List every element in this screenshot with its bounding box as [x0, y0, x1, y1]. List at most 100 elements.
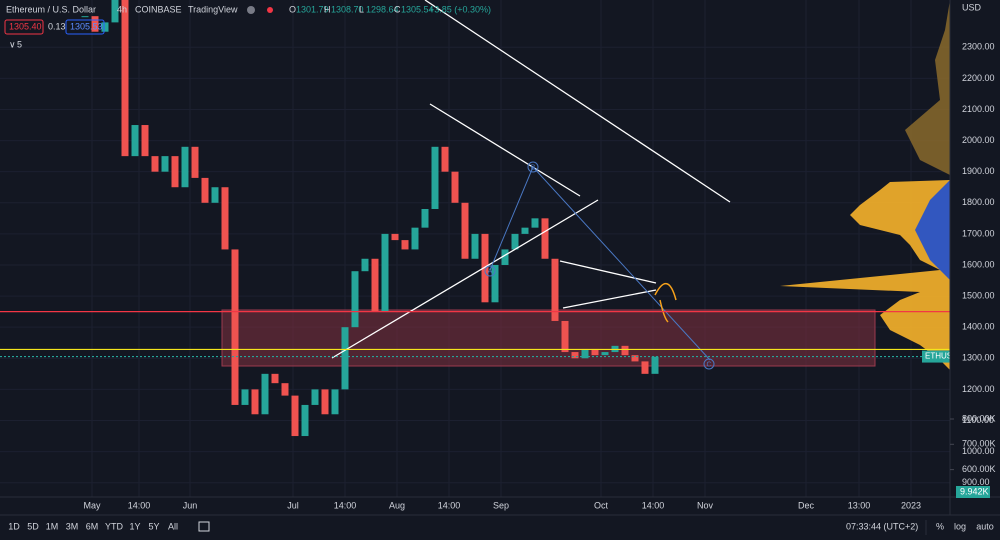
candle	[261, 373, 269, 415]
change: +3.85 (+0.30%)	[429, 4, 491, 14]
clock: 07:33:44 (UTC+2)	[846, 521, 918, 531]
x-tick-label: Aug	[389, 500, 405, 510]
volume-tick-label: 700.00K	[962, 439, 996, 449]
range-button[interactable]: 6M	[86, 521, 99, 531]
candle	[361, 258, 369, 272]
x-tick-label: Sep	[493, 500, 509, 510]
wave-path	[489, 166, 711, 361]
y-tick-label: 1500.00	[962, 290, 995, 300]
triangle-line	[559, 260, 657, 284]
candle	[631, 355, 639, 362]
bid-box[interactable]	[4, 19, 44, 35]
candle	[271, 373, 279, 384]
candle	[651, 356, 659, 374]
candle	[301, 404, 309, 437]
volume-profile	[780, 0, 950, 370]
candle	[491, 264, 499, 303]
x-tick-label: Jun	[183, 500, 198, 510]
candle	[571, 352, 579, 359]
candle	[621, 345, 629, 356]
x-tick-label: Oct	[594, 500, 609, 510]
range-button[interactable]: All	[168, 521, 178, 531]
candle	[431, 146, 439, 210]
y-tick-label: 2000.00	[962, 135, 995, 145]
candle	[81, 16, 89, 18]
x-tick-label: Dec	[798, 500, 815, 510]
trend-line	[424, 0, 731, 203]
candle	[561, 320, 569, 353]
candle	[171, 156, 179, 188]
candle	[601, 352, 609, 356]
spread: 0.13	[48, 21, 66, 31]
candle	[531, 218, 539, 228]
candle	[471, 233, 479, 259]
ohlc-letter: C	[394, 4, 401, 14]
candle	[201, 177, 209, 203]
y-tick-label: 1100.00	[962, 415, 994, 425]
candle	[141, 125, 149, 157]
ask-box[interactable]	[65, 19, 105, 35]
wave-labels: B A C	[484, 161, 715, 370]
interval: 4h	[117, 4, 127, 14]
wave-label: C	[706, 361, 711, 368]
candle	[511, 233, 519, 250]
range-button[interactable]: 1D	[8, 521, 20, 531]
volume-tick-label: 800.00K	[962, 413, 996, 423]
candle	[411, 227, 419, 250]
candles	[81, 0, 659, 437]
y-tick-label: 1400.00	[962, 322, 995, 332]
ohlc-letter: L	[359, 4, 364, 14]
candle	[641, 361, 649, 374]
range-button[interactable]: YTD	[105, 521, 124, 531]
candle	[241, 389, 249, 405]
volume-profile-old	[905, 0, 950, 175]
x-tick-label: 13:00	[848, 500, 871, 510]
axis-labels: 2300.00 2200.00 2100.00 2000.00 1900.00 1800.…	[83, 42, 995, 511]
candle	[481, 233, 489, 303]
candle	[371, 258, 379, 312]
candle	[521, 227, 529, 234]
date-range-icon[interactable]	[198, 521, 210, 532]
eye-icon[interactable]	[247, 6, 255, 14]
candle	[421, 209, 429, 228]
candle	[151, 156, 159, 172]
y-tick-label: 1900.00	[962, 166, 995, 176]
y-tick-label: 900.00	[962, 477, 990, 487]
candle	[581, 348, 589, 359]
indicator-toggle[interactable]: ∨	[9, 39, 16, 49]
volume-last: 9.942K	[960, 486, 989, 496]
range-button[interactable]: 1Y	[129, 521, 140, 531]
range-button[interactable]: 1M	[46, 521, 59, 531]
symbol-name: ETHUSD	[925, 352, 958, 361]
alert-icon[interactable]	[267, 7, 273, 13]
range-button[interactable]: 5Y	[148, 521, 159, 531]
wave-marker	[484, 265, 496, 277]
candle	[131, 125, 139, 157]
scale-option[interactable]: %	[936, 521, 944, 531]
scale-option[interactable]: log	[954, 521, 966, 531]
candle	[501, 249, 509, 265]
volume-profile-up	[780, 180, 950, 370]
volume-last-tag	[956, 486, 990, 498]
y-tick-label: 1600.00	[962, 259, 995, 269]
scale-option[interactable]: auto	[976, 521, 994, 531]
symbol: Ethereum / U.S. Dollar	[6, 4, 96, 14]
footer: 1D 5D 1M 3M 6M YTD 1Y 5Y All% log auto	[8, 520, 994, 535]
ohlc-letter: H	[324, 4, 331, 14]
y-tick-label: 1800.00	[962, 197, 995, 207]
y-tick-label: 1300.00	[962, 353, 995, 363]
range-button[interactable]: 3M	[66, 521, 79, 531]
candle	[391, 233, 399, 241]
range-button[interactable]: 5D	[27, 521, 39, 531]
y-tick-label: 2200.00	[962, 73, 995, 83]
candle	[321, 389, 329, 415]
ohlc: O 1301.79H 1308.70L 1298.64C 1305.54	[289, 4, 434, 14]
candle	[461, 202, 469, 259]
x-tick-label: Jul	[287, 500, 299, 510]
candle	[451, 171, 459, 203]
candle	[221, 187, 229, 250]
candle	[441, 146, 449, 172]
ohlc-value: 1305.54	[401, 4, 434, 14]
y-tick-label: 2100.00	[962, 104, 995, 114]
